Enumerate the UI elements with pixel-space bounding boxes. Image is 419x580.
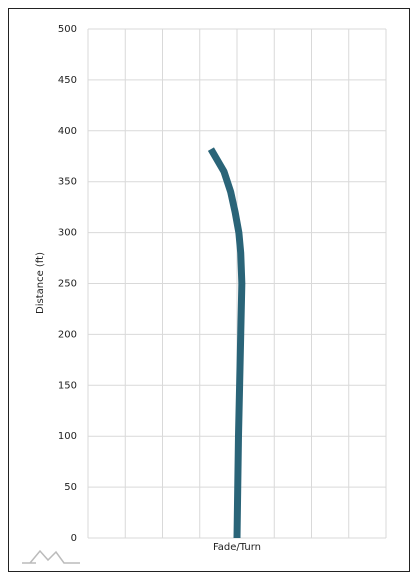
y-tick-label: 50	[64, 482, 77, 493]
y-tick-label: 150	[58, 380, 77, 391]
logo	[22, 549, 80, 564]
y-tick-label: 300	[58, 228, 77, 239]
y-tick-label: 400	[58, 126, 77, 137]
y-tick-label: 100	[58, 431, 77, 442]
y-tick-label: 0	[71, 533, 77, 544]
x-axis-label: Fade/Turn	[213, 542, 261, 553]
flight-path	[207, 147, 246, 539]
chart-border	[8, 8, 410, 572]
y-tick-label: 350	[58, 177, 77, 188]
y-tick-label: 450	[58, 75, 77, 86]
y-tick-label: 250	[58, 279, 77, 290]
logo-mountains	[22, 549, 80, 564]
y-axis-label: Distance (ft)	[35, 252, 46, 314]
y-tick-label: 500	[58, 24, 77, 35]
y-tick-label: 200	[58, 329, 77, 340]
